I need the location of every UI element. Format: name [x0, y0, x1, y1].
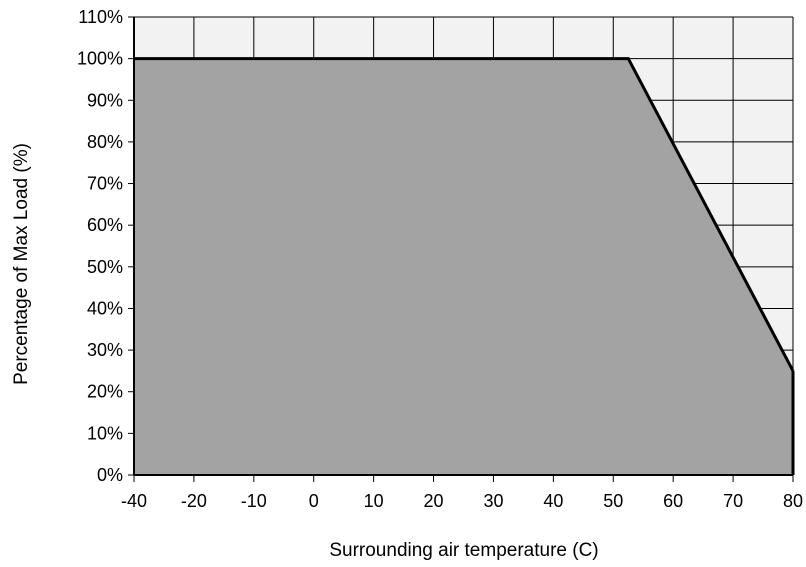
y-tick-label: 80% — [87, 132, 123, 152]
y-tick-label: 30% — [87, 340, 123, 360]
x-tick-label: 50 — [603, 491, 623, 511]
y-tick-label: 20% — [87, 382, 123, 402]
y-tick-label: 0% — [97, 465, 123, 485]
y-tick-label: 60% — [87, 215, 123, 235]
y-tick-label: 50% — [87, 257, 123, 277]
x-tick-label: 30 — [483, 491, 503, 511]
x-tick-label: 40 — [543, 491, 563, 511]
x-tick-label: 0 — [309, 491, 319, 511]
x-tick-label: 20 — [424, 491, 444, 511]
x-tick-label: 80 — [783, 491, 803, 511]
x-tick-label: 70 — [723, 491, 743, 511]
load-curve-line — [134, 57, 795, 372]
x-tick-label: -10 — [241, 491, 267, 511]
x-tick-label: 10 — [364, 491, 384, 511]
y-axis-title: Percentage of Max Load (%) — [11, 143, 32, 385]
x-tick-label: -20 — [181, 491, 207, 511]
y-tick-label: 100% — [77, 49, 123, 69]
y-tick-label: 110% — [78, 7, 123, 27]
axes — [133, 17, 795, 476]
x-axis-title: Surrounding air temperature (C) — [329, 540, 598, 561]
x-tick-label: -40 — [121, 491, 147, 511]
x-tick-labels: -40 -20 -10 0 10 20 30 40 50 60 70 80 — [121, 475, 803, 511]
y-tick-label: 90% — [87, 90, 123, 110]
y-tick-label: 10% — [87, 423, 123, 443]
x-tick-label: 60 — [663, 491, 683, 511]
y-tick-label: 40% — [87, 298, 123, 318]
y-tick-label: 70% — [87, 174, 123, 194]
y-tick-labels: 0% 10% 20% 30% 40% 50% 60% 70% 80% 90% 100% 110% — [77, 7, 134, 485]
load-area — [134, 58, 793, 475]
